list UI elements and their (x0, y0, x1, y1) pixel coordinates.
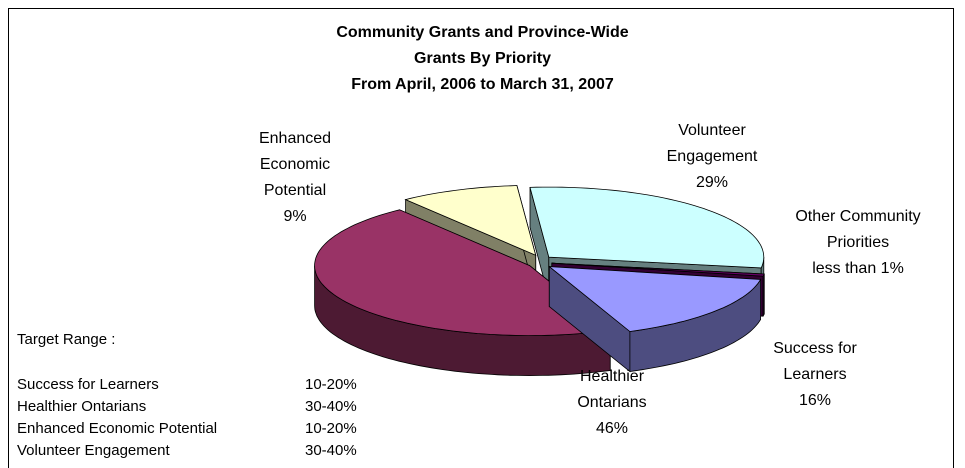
target-range-title: Target Range : (17, 331, 116, 348)
target-range-value: 10-20% (305, 420, 357, 437)
slice (314, 209, 612, 337)
target-range-value: 30-40% (305, 442, 357, 459)
slice-name: Healthier Ontarians (577, 368, 647, 411)
slice-value: 9% (283, 208, 307, 225)
chart-title: Community Grants and Province-Wide (336, 24, 629, 41)
target-range-name: Enhanced Economic Potential (17, 420, 218, 437)
slice-value: 16% (798, 392, 832, 409)
target-range-name: Success for Learners (17, 376, 159, 393)
slice (548, 266, 762, 332)
slice-name: Success for Learners (773, 340, 857, 383)
slice (551, 262, 765, 277)
slice-value: 46% (595, 420, 629, 437)
target-range-name: Healthier Ontarians (17, 398, 147, 415)
slice-name: Other Community Priorities (795, 208, 921, 251)
slice-label: Enhanced Economic Potential 9% (240, 126, 350, 230)
slice-label: Success for Learners 16% (755, 336, 875, 414)
target-range-value: 30-40% (305, 398, 357, 415)
slice (529, 186, 765, 269)
slice-side (762, 273, 765, 317)
slice-name: Volunteer Engagement (666, 122, 758, 165)
slice-value: 29% (695, 174, 729, 191)
target-range-name: Volunteer Engagement (17, 442, 170, 459)
slice-label: Volunteer Engagement 29% (632, 118, 792, 196)
slice-label: Healthier Ontarians 46% (562, 364, 662, 442)
chart-frame (8, 8, 954, 468)
slice (404, 185, 537, 256)
target-range-value: 10-20% (305, 376, 357, 393)
slice-label: Other Community Priorities less than 1% (768, 204, 948, 282)
chart-title: From April, 2006 to March 31, 2007 (351, 76, 614, 93)
slice-name: Enhanced Economic Potential (258, 130, 332, 199)
slice-value: less than 1% (812, 260, 904, 277)
chart-title: Grants By Priority (414, 50, 551, 67)
